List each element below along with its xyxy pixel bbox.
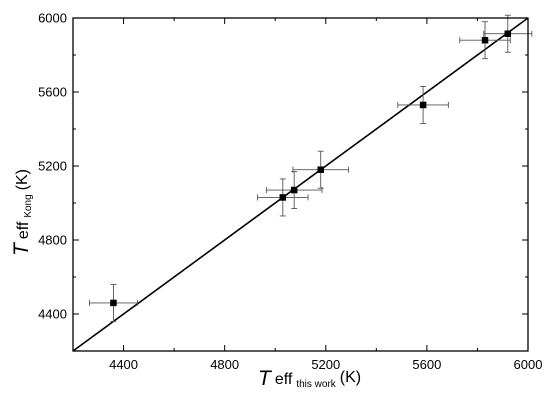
y-axis-label-group: T eff Kong (K) [10, 169, 35, 256]
x-tick-label: 4400 [109, 357, 138, 372]
y-tick-label: 5600 [38, 85, 67, 100]
y-axis-label-subsubscript: Kong [23, 194, 34, 217]
data-point [481, 36, 489, 44]
x-axis-label: T eff this work (K) [258, 367, 361, 391]
one-to-one-line [72, 17, 529, 352]
points-layer [110, 30, 512, 307]
x-axis-label-subsubscript: this work [296, 379, 336, 390]
x-axis-label-symbol: T [258, 367, 273, 390]
y-tick-label: 6000 [38, 11, 67, 26]
data-point [504, 30, 512, 37]
x-tick-label: 5600 [412, 357, 441, 372]
y-axis-label-symbol: T [10, 241, 33, 256]
y-tick-label: 5200 [38, 159, 67, 174]
x-axis-label-unit: (K) [340, 369, 361, 386]
y-axis-label-subscript: eff [15, 221, 32, 239]
data-point [279, 194, 287, 201]
reference-line-layer [72, 17, 529, 352]
data-point [419, 101, 427, 109]
x-axis-label-subscript: eff [275, 371, 293, 388]
y-axis-label: T eff Kong (K) [10, 169, 35, 256]
x-tick-label: 4800 [210, 357, 239, 372]
data-point [290, 186, 298, 194]
x-tick-label: 5200 [311, 357, 340, 372]
plot-frame [72, 17, 529, 352]
y-tick-label: 4800 [38, 233, 67, 248]
y-axis-label-unit: (K) [14, 169, 31, 190]
error-bars-layer [88, 14, 533, 322]
data-point [317, 166, 324, 173]
x-tick-label: 6000 [514, 357, 543, 372]
data-point [110, 299, 117, 307]
ticks-layer: 4400 4800 5200 5600 6000 4400 4800 5200 5600 6000 [38, 11, 542, 373]
y-tick-label: 4400 [38, 307, 67, 322]
